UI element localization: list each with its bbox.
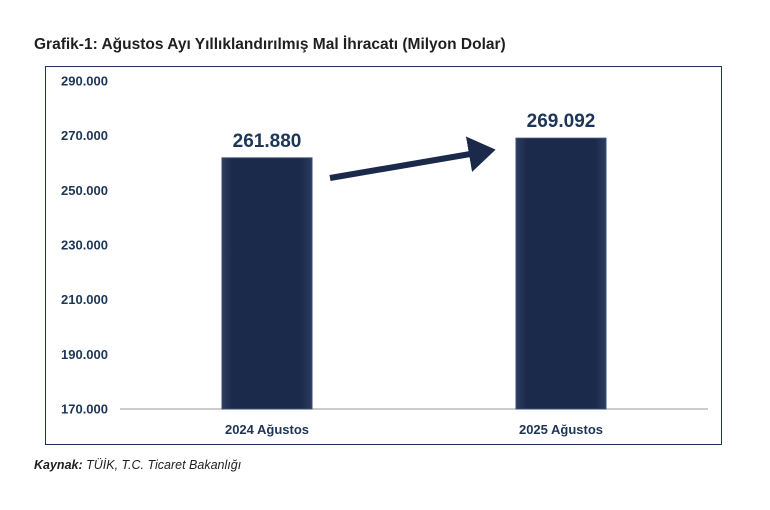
increase-arrow — [329, 136, 496, 181]
x-category-label: 2025 Ağustos — [519, 422, 603, 437]
y-tick-label: 210.000 — [61, 292, 108, 307]
source-label: Kaynak: — [34, 458, 83, 472]
chart-frame — [45, 66, 722, 445]
source-text: TÜİK, T.C. Ticaret Bakanlığı — [86, 458, 242, 472]
x-category-label: 2024 Ağustos — [225, 422, 309, 437]
bar — [221, 157, 313, 410]
y-tick-label: 290.000 — [61, 74, 108, 89]
bar-value-label: 261.880 — [233, 131, 302, 152]
bar — [515, 137, 607, 410]
chart-title: Grafik-1: Ağustos Ayı Yıllıklandırılmış … — [34, 36, 506, 53]
y-tick-label: 250.000 — [61, 183, 108, 198]
bar-value-label: 269.092 — [527, 111, 596, 132]
y-tick-label: 170.000 — [61, 402, 108, 417]
y-tick-label: 190.000 — [61, 347, 108, 362]
source-note: Kaynak: TÜİK, T.C. Ticaret Bakanlığı — [34, 458, 241, 472]
y-tick-label: 230.000 — [61, 238, 108, 253]
y-tick-label: 270.000 — [61, 128, 108, 143]
